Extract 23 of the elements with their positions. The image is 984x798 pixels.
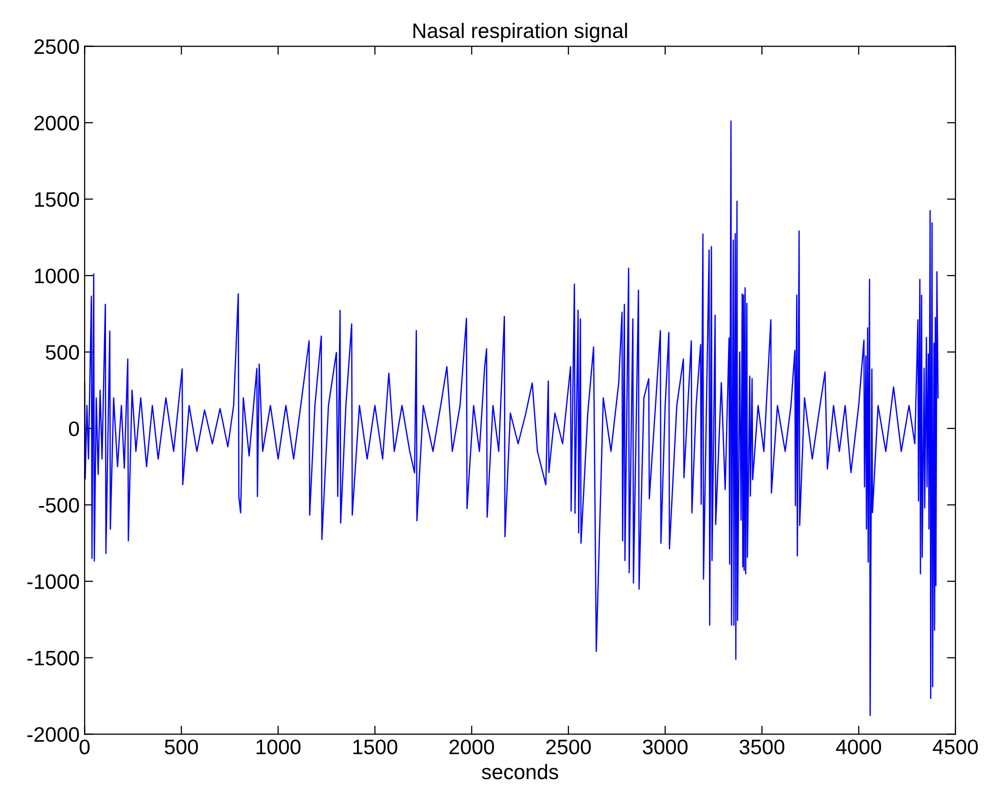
x-tick-label: 1500: [353, 740, 398, 754]
line-series: [84, 120, 939, 716]
x-tick-label: 0: [80, 740, 90, 754]
y-tick-label: 0: [68, 421, 79, 436]
x-tick-label: 3500: [740, 740, 784, 754]
y-tick-label: -1500: [27, 650, 79, 666]
y-tick-label: 1500: [35, 192, 79, 207]
x-axis-title: seconds: [482, 764, 558, 780]
x-tick-label: 1000: [256, 740, 301, 754]
x-tick-label: 3000: [642, 740, 688, 754]
y-tick-label: -2000: [27, 727, 79, 742]
y-tick-label: 500: [46, 345, 79, 360]
y-tick-label: 2000: [34, 116, 79, 130]
y-tick-label: -1000: [27, 574, 79, 590]
x-tick-label: 500: [164, 740, 198, 754]
y-tick-label: -500: [38, 498, 79, 513]
x-tick-label: 2500: [546, 740, 591, 754]
y-tick-label: 2500: [34, 39, 79, 54]
x-tick-label: 2000: [450, 740, 494, 754]
chart-title: Nasal respiration signal: [413, 22, 627, 42]
y-tick-label: 1000: [35, 268, 79, 284]
x-tick-label: 4000: [836, 740, 882, 754]
x-tick-label: 4500: [932, 740, 978, 754]
